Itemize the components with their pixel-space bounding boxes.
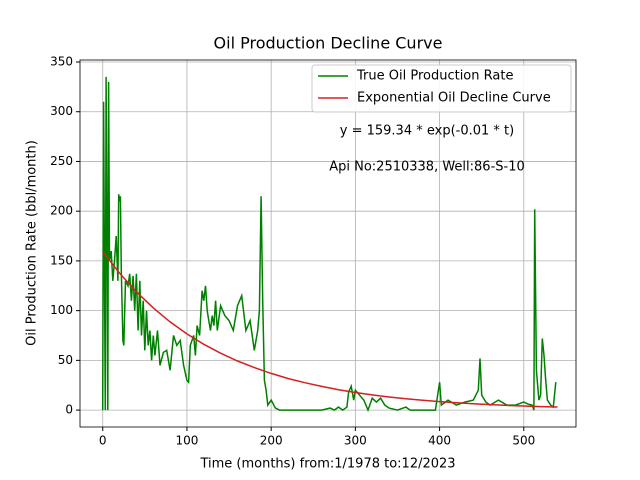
- legend-label: Exponential Oil Decline Curve: [357, 91, 551, 106]
- y-tick-label: 100: [50, 303, 73, 317]
- y-tick-label: 300: [50, 104, 73, 118]
- series-line: [101, 76, 557, 413]
- x-tick-label: 0: [99, 434, 107, 448]
- y-tick-label: 150: [50, 253, 73, 267]
- x-tick-label: 100: [175, 434, 198, 448]
- y-tick-label: 350: [50, 54, 73, 68]
- x-tick-label: 300: [344, 434, 367, 448]
- y-tick-label: 250: [50, 154, 73, 168]
- series-line: [102, 251, 558, 408]
- annotation: Api No:2510338, Well:86-S-10: [329, 160, 525, 175]
- annotation: y = 159.34 * exp(-0.01 * t): [340, 124, 514, 139]
- y-tick-label: 0: [65, 403, 73, 417]
- legend-box: [311, 64, 572, 113]
- chart-title: Oil Production Decline Curve: [214, 34, 443, 53]
- plot-frame: [79, 59, 577, 428]
- y-tick-label: 50: [58, 353, 73, 367]
- y-axis-label: Oil Production Rate (bbl/month): [25, 140, 40, 346]
- legend-label: True Oil Production Rate: [356, 69, 513, 84]
- y-tick-label: 200: [50, 204, 73, 218]
- x-tick-label: 500: [512, 434, 535, 448]
- x-tick-label: 400: [428, 434, 451, 448]
- x-tick-label: 200: [260, 434, 283, 448]
- x-axis-label: Time (months) from:1/1978 to:12/2023: [199, 457, 455, 472]
